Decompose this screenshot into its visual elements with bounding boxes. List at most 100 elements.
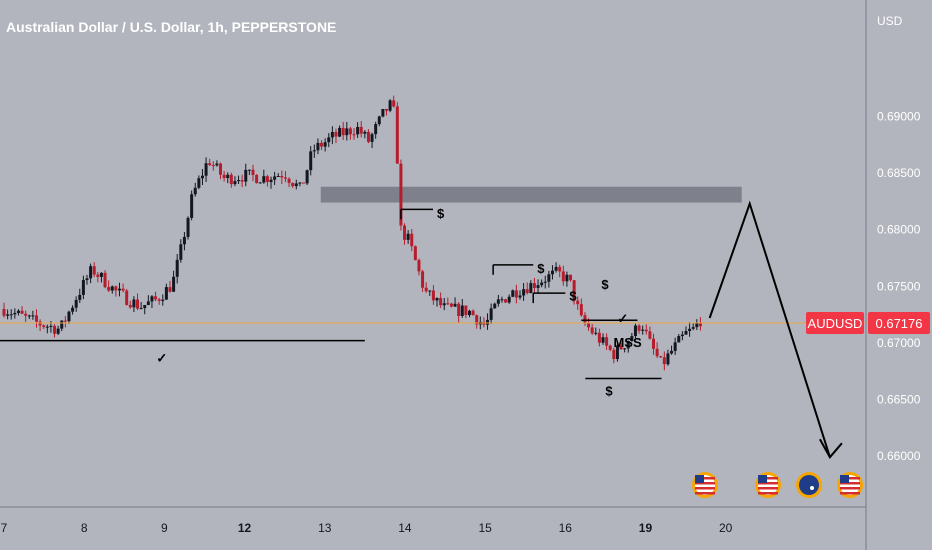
candle-body <box>587 323 591 328</box>
candle-body <box>121 288 125 291</box>
supply-zone-rect <box>320 186 742 203</box>
icon-stripe <box>695 492 715 495</box>
candle-body <box>352 134 356 136</box>
candle-body <box>81 279 85 295</box>
candle-body <box>460 305 464 316</box>
candle-body <box>154 296 158 300</box>
candle-body <box>125 290 129 306</box>
candle-body <box>615 345 619 360</box>
candle-body <box>139 308 143 310</box>
candle-body <box>471 310 475 316</box>
check-mark: ✓ <box>617 311 628 326</box>
candle-body <box>493 303 497 309</box>
candle-body <box>525 289 529 294</box>
candle-body <box>182 236 186 245</box>
candle-body <box>269 179 273 183</box>
candle-body <box>381 109 385 117</box>
candle-body <box>363 131 367 134</box>
icon-star <box>810 486 814 490</box>
candle-body <box>186 217 190 237</box>
candle-body <box>673 342 677 351</box>
time-axis[interactable]: 7 8 9 12 13 14 15 16 19 20 <box>1 521 733 535</box>
candle-body <box>237 180 241 182</box>
candle-body <box>233 181 237 185</box>
candle-body <box>338 127 342 137</box>
candle-body <box>406 233 410 240</box>
candle-body <box>161 299 165 301</box>
dollar-label: $ <box>605 383 613 398</box>
candle-body <box>53 325 57 334</box>
candle-body <box>2 308 6 316</box>
us-flag-icon[interactable] <box>755 472 781 498</box>
candle-body <box>366 131 370 142</box>
candle-body <box>208 163 212 166</box>
candle-body <box>103 272 107 288</box>
candle-body <box>543 281 547 283</box>
candle-body <box>99 272 103 277</box>
price-tag-bg <box>868 311 930 334</box>
icon-canton <box>695 475 704 483</box>
dollar-label: $ <box>569 288 577 303</box>
candle-body <box>410 233 414 247</box>
au-flag-icon[interactable] <box>796 472 822 498</box>
candle-body <box>677 336 681 343</box>
price-tick-label: 0.68500 <box>877 166 921 180</box>
candle-body <box>114 286 118 291</box>
candle-body <box>395 106 399 164</box>
symbol-tag-text: AUDUSD <box>808 316 863 331</box>
symbol-tag-bg <box>806 311 864 334</box>
icon-canton <box>840 475 849 483</box>
candle-body <box>190 194 194 218</box>
candle-body <box>431 290 435 301</box>
candle-body <box>695 323 699 328</box>
candle-body <box>258 182 262 184</box>
candle-body <box>150 296 154 302</box>
economic-events[interactable] <box>692 472 863 498</box>
price-tick-label: 0.68000 <box>877 223 921 237</box>
candle-body <box>659 356 663 358</box>
icon-stripe <box>758 492 778 495</box>
candle-body <box>457 303 461 316</box>
candle-body <box>302 182 306 184</box>
candle-body <box>424 287 428 292</box>
candle-body <box>85 278 89 280</box>
candle-body <box>71 307 75 312</box>
candle-body <box>265 176 269 183</box>
candle-body <box>273 176 277 180</box>
candle-body <box>619 345 623 350</box>
time-tick-label: 16 <box>559 521 573 535</box>
candle-body <box>467 310 471 316</box>
price-axis[interactable]: 0.69000 0.68500 0.68000 0.67500 0.67000 0.665… <box>877 110 921 464</box>
candle-body <box>550 270 554 275</box>
candle-body <box>226 174 230 179</box>
candle-body <box>240 180 244 182</box>
candle-body <box>117 288 121 291</box>
candle-body <box>446 303 450 305</box>
candle-body <box>24 313 28 316</box>
time-tick-label: 12 <box>238 521 252 535</box>
us-flag-icon[interactable] <box>837 472 863 498</box>
candle-body <box>38 321 42 326</box>
candle-body <box>496 299 500 304</box>
candle-body <box>222 174 226 179</box>
time-tick-label: 7 <box>1 521 8 535</box>
candle-body <box>576 300 580 305</box>
level-lines <box>0 208 662 380</box>
candle-body <box>157 299 161 301</box>
candle-body <box>348 128 352 135</box>
candle-body <box>359 126 363 134</box>
icon-canton <box>758 475 767 483</box>
candle-body <box>16 310 20 313</box>
candle-body <box>403 225 407 240</box>
candle-body <box>179 244 183 260</box>
us-flag-icon[interactable] <box>692 472 718 498</box>
candle-body <box>244 169 248 182</box>
icon-face <box>799 475 819 495</box>
candle-body <box>652 338 656 349</box>
candle-body <box>637 325 641 331</box>
candle-body <box>312 150 316 152</box>
icon-stripe <box>758 482 778 485</box>
candle-body <box>662 357 666 365</box>
